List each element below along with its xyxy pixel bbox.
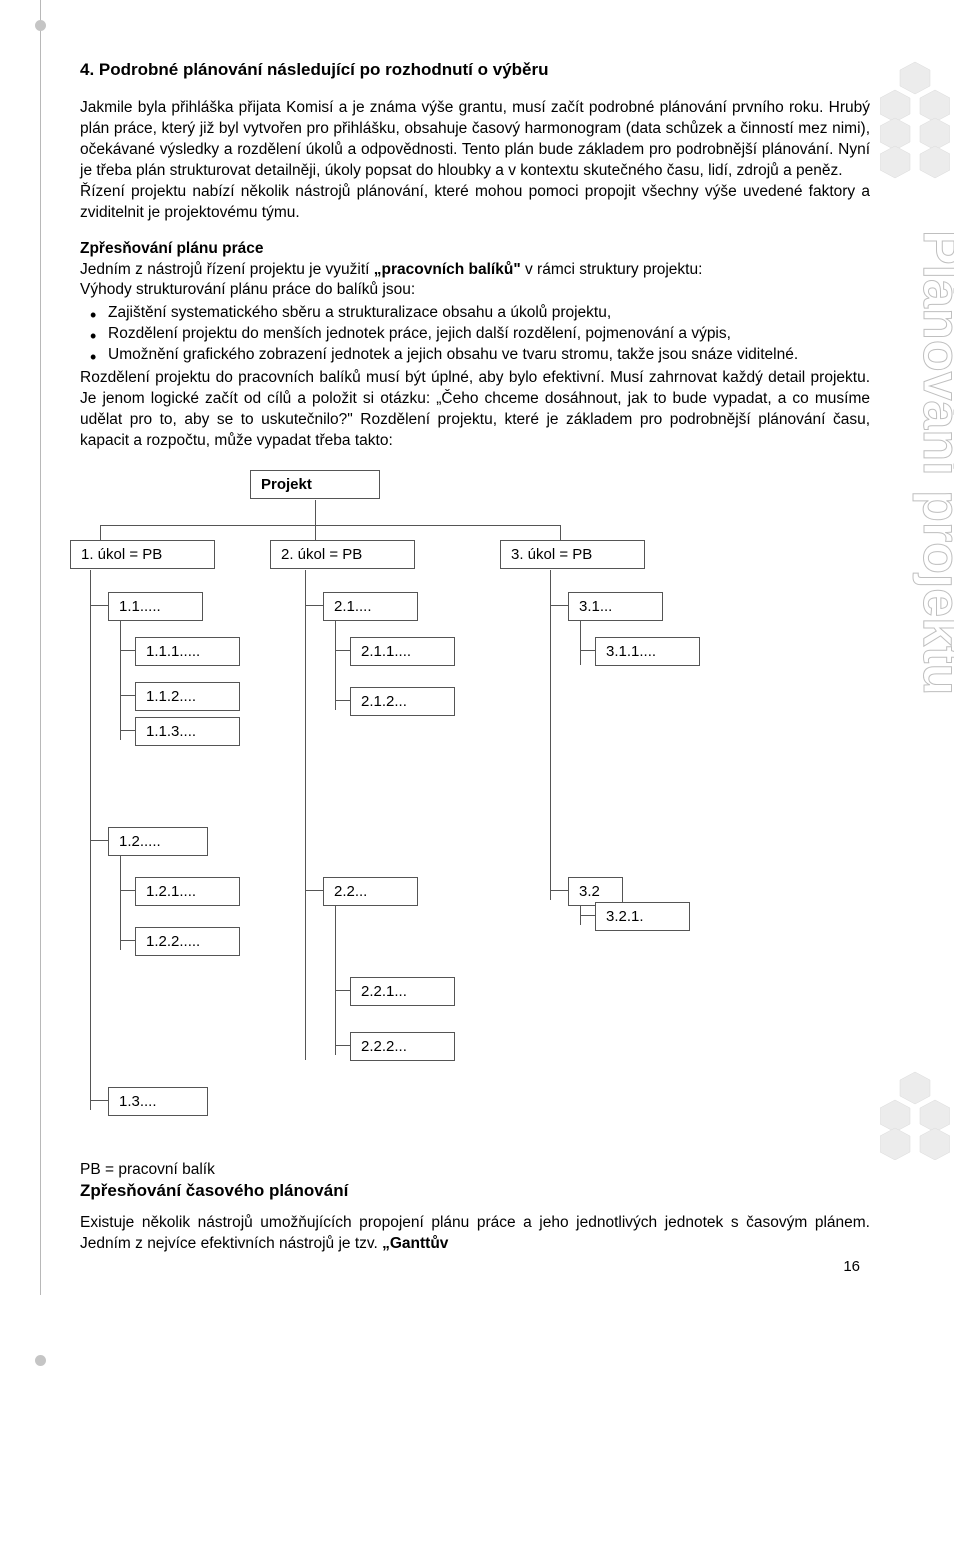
connector: [90, 840, 108, 841]
tree-root: Projekt: [250, 470, 380, 499]
connector: [335, 620, 336, 710]
emphasis: „Ganttův: [382, 1235, 448, 1252]
tree-node: 1.3....: [108, 1087, 208, 1116]
tree-node: 3.1...: [568, 592, 663, 621]
connector: [315, 500, 316, 525]
bullet-list: Zajištění systematického sběru a struktu…: [80, 303, 870, 366]
connector: [100, 525, 560, 526]
tree-node: 1.1.1.....: [135, 637, 240, 666]
connector: [90, 605, 108, 606]
connector: [335, 700, 350, 701]
connector: [550, 890, 568, 891]
connector: [335, 650, 350, 651]
connector: [560, 525, 561, 540]
connector: [120, 620, 121, 740]
connector: [335, 990, 350, 991]
connector: [305, 890, 323, 891]
text: Jedním z nástrojů řízení projektu je vyu…: [80, 261, 374, 278]
connector: [580, 915, 595, 916]
tree-node: 2. úkol = PB: [270, 540, 415, 569]
tree-node: 2.2.1...: [350, 977, 455, 1006]
subheading: Zpřesňování plánu práce: [80, 240, 870, 258]
connector: [305, 605, 323, 606]
tree-node: 2.1.2...: [350, 687, 455, 716]
document-page: 4. Podrobné plánování následující po roz…: [0, 0, 960, 1295]
text: Existuje několik nástrojů umožňujících p…: [80, 1214, 870, 1252]
tree-node: 3.2.1.: [595, 902, 690, 931]
pb-note: PB = pracovní balík: [80, 1160, 870, 1181]
tree-node: 2.2.2...: [350, 1032, 455, 1061]
text: v rámci struktury projektu:: [521, 261, 703, 278]
tree-node: 1.2.1....: [135, 877, 240, 906]
connector: [305, 570, 306, 1060]
connector: [100, 525, 101, 540]
tree-node: 1.1.2....: [135, 682, 240, 711]
wbs-diagram: Projekt 1. úkol = PB 2. úkol = PB 3. úko…: [80, 470, 860, 1160]
list-intro: Výhody strukturování plánu práce do balí…: [80, 280, 870, 301]
connector: [120, 650, 135, 651]
tree-node: 2.1....: [323, 592, 418, 621]
tree-node: 1.1.3....: [135, 717, 240, 746]
connector: [580, 650, 595, 651]
tree-node: 2.1.1....: [350, 637, 455, 666]
list-item: Zajištění systematického sběru a struktu…: [80, 303, 870, 324]
tree-node: 1.1.....: [108, 592, 203, 621]
connector: [120, 940, 135, 941]
connector: [335, 1045, 350, 1046]
tree-node: 1.2.....: [108, 827, 208, 856]
footer-paragraph: Existuje několik nástrojů umožňujících p…: [80, 1213, 870, 1255]
paragraph: Jedním z nástrojů řízení projektu je vyu…: [80, 260, 870, 281]
list-item: Rozdělení projektu do menších jednotek p…: [80, 324, 870, 345]
connector: [120, 855, 121, 950]
connector: [550, 605, 568, 606]
page-number: 16: [843, 1258, 860, 1275]
tree-node: 1.2.2.....: [135, 927, 240, 956]
connector: [315, 525, 316, 540]
paragraph-text: Jakmile byla přihláška přijata Komisí a …: [80, 99, 870, 179]
tree-node: 2.2...: [323, 877, 418, 906]
connector: [335, 905, 336, 1055]
section-heading: 4. Podrobné plánování následující po roz…: [80, 60, 870, 80]
connector: [120, 695, 135, 696]
paragraph: Rozdělení projektu do pracovních balíků …: [80, 368, 870, 452]
emphasis: „pracovních balíků": [374, 261, 521, 278]
paragraph: Jakmile byla přihláška přijata Komisí a …: [80, 98, 870, 224]
tree-node: 3. úkol = PB: [500, 540, 645, 569]
tree-node: 1. úkol = PB: [70, 540, 215, 569]
spine-dot: [35, 1355, 46, 1366]
tree-node: 3.1.1....: [595, 637, 700, 666]
connector: [550, 570, 551, 900]
connector: [120, 890, 135, 891]
footer-heading: Zpřesňování časového plánování: [80, 1181, 870, 1201]
connector: [120, 730, 135, 731]
paragraph-text: Řízení projektu nabízí několik nástrojů …: [80, 183, 870, 221]
connector: [580, 620, 581, 665]
list-item: Umožnění grafického zobrazení jednotek a…: [80, 345, 870, 366]
connector: [90, 1100, 108, 1101]
